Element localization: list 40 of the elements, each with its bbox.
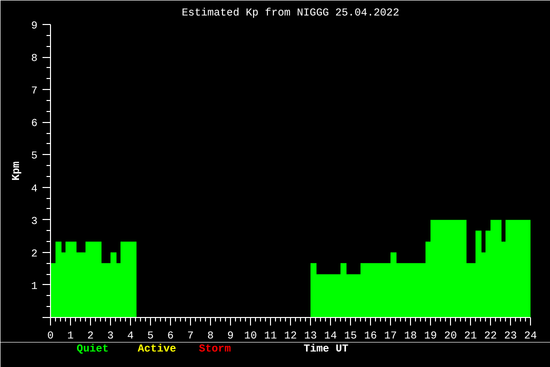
y-tick-label: 5 [31, 150, 38, 163]
x-tick-label: 8 [207, 330, 214, 342]
y-tick-label: 7 [31, 86, 38, 98]
x-tick-label: 17 [384, 330, 397, 342]
x-tick-label: 10 [244, 330, 257, 342]
x-tick-label: 11 [264, 330, 277, 342]
x-tick-label: 4 [127, 330, 134, 342]
x-tick-label: 20 [444, 330, 457, 342]
x-tick-label: 13 [304, 330, 317, 342]
x-tick-label: 18 [404, 330, 417, 342]
x-tick-label: 24 [524, 330, 537, 342]
text: Storm [198, 344, 231, 356]
y-axis-title: Kpm [11, 161, 24, 181]
x-tick-label: 6 [167, 330, 174, 342]
x-tick-label: 0 [47, 330, 54, 342]
y-tick-label: 1 [31, 280, 38, 293]
x-tick-label: 19 [424, 330, 437, 342]
y-tick-label: 6 [31, 118, 38, 130]
x-tick-label: 23 [504, 330, 517, 342]
text: Quiet [76, 344, 109, 356]
x-tick-label: 1 [67, 330, 74, 342]
text: Active [138, 344, 176, 356]
x-tick-label: 7 [187, 330, 194, 342]
y-tick-label: 8 [31, 53, 38, 66]
x-tick-label: 9 [227, 330, 234, 342]
y-tick-label: 2 [31, 248, 38, 260]
x-tick-label: 15 [344, 330, 357, 342]
x-tick-label: 2 [87, 330, 94, 342]
y-tick-label: 4 [31, 183, 38, 196]
x-tick-label: 21 [464, 330, 477, 342]
x-tick-label: 16 [364, 330, 377, 342]
x-tick-label: 22 [484, 330, 497, 342]
x-tick-label: 14 [324, 330, 337, 342]
chart-title: Estimated Kp from NIGGG 25.04.2022 [182, 8, 400, 20]
y-tick-label: 3 [31, 216, 38, 228]
x-tick-label: 3 [107, 330, 114, 342]
x-axis-title: Time UT [304, 344, 349, 356]
y-tick-label: 9 [31, 20, 38, 32]
x-tick-label: 12 [284, 330, 297, 342]
x-tick-label: 5 [147, 330, 154, 342]
